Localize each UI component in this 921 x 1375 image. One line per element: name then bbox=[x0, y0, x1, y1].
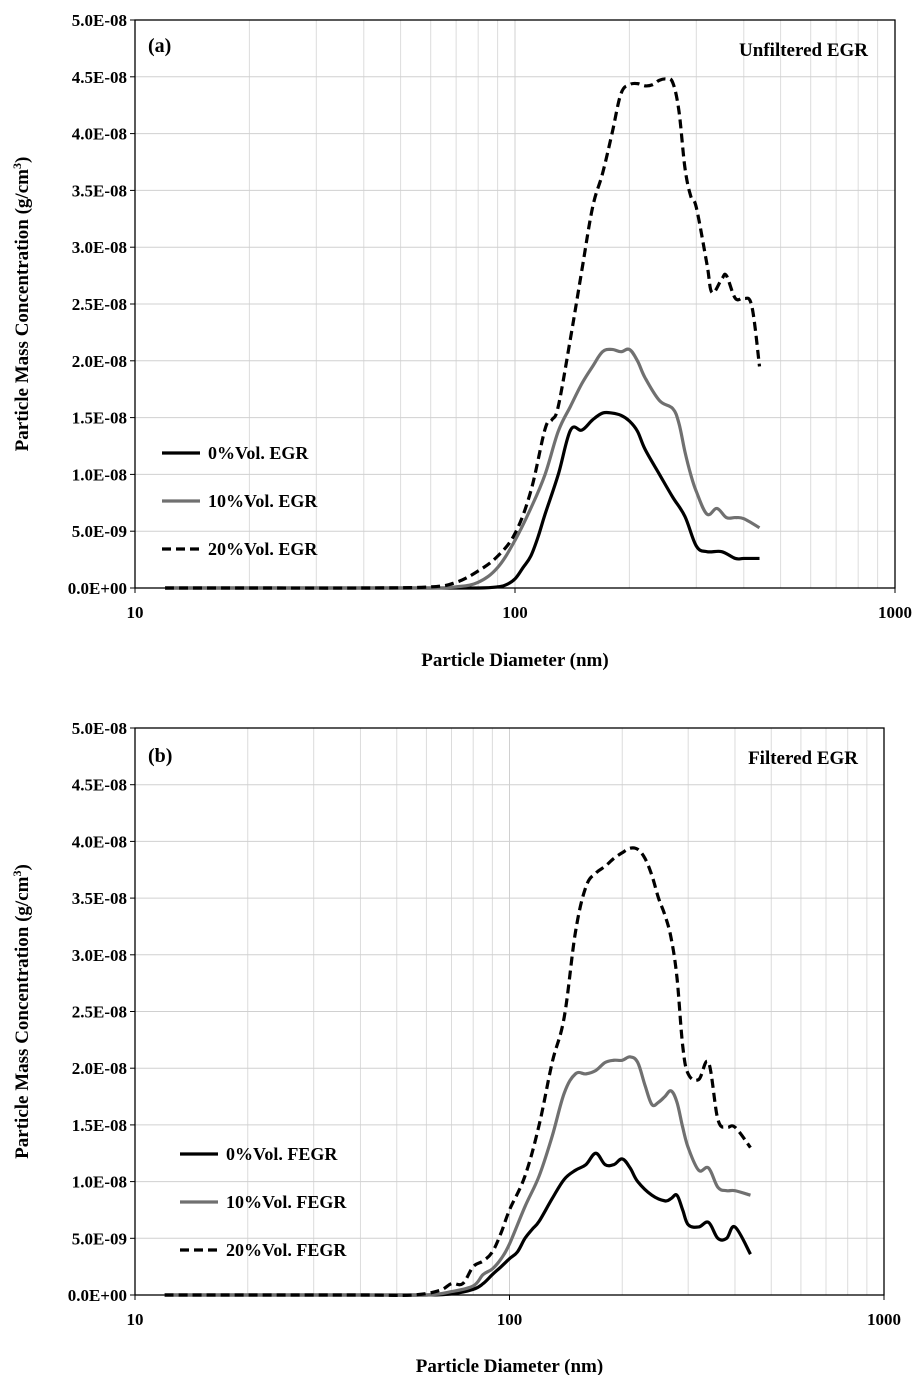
x-tick-label: 10 bbox=[127, 1310, 144, 1329]
series-lines bbox=[165, 77, 762, 590]
legend-label: 0%Vol. FEGR bbox=[226, 1144, 338, 1164]
y-ticks: 0.0E+00 5.0E-09 1.0E-08 1.5E-08 2.0E-08 2.5E-… bbox=[68, 11, 135, 598]
x-axis-title: Particle Diameter (nm) bbox=[421, 650, 608, 671]
y-tick-label: 5.0E-09 bbox=[72, 522, 127, 541]
panel-b: 0.0E+00 5.0E-09 1.0E-08 1.5E-08 2.0E-08 2.5E-… bbox=[10, 719, 901, 1375]
series-line-1 bbox=[164, 1055, 751, 1297]
legend-label: 0%Vol. EGR bbox=[208, 443, 309, 463]
y-tick-label: 5.0E-09 bbox=[72, 1229, 127, 1248]
y-axis-title-superscript: 3 bbox=[10, 163, 24, 169]
x-tick-label: 10 bbox=[127, 603, 144, 622]
y-axis-title: Particle Mass Concentration (g/cm3) bbox=[10, 864, 33, 1159]
y-axis-title-main: Particle Mass Concentration (g/cm bbox=[12, 876, 33, 1158]
y-tick-label: 3.5E-08 bbox=[72, 889, 127, 908]
y-tick-label: 4.0E-08 bbox=[72, 832, 127, 851]
y-tick-label: 3.0E-08 bbox=[72, 238, 127, 257]
x-tick-label: 100 bbox=[502, 603, 528, 622]
series-lines bbox=[164, 846, 752, 1297]
panel-annotation: Filtered EGR bbox=[748, 748, 858, 769]
y-axis-title-close: ) bbox=[12, 864, 33, 870]
series-line-0 bbox=[164, 1151, 752, 1297]
y-tick-label: 3.0E-08 bbox=[72, 946, 127, 965]
y-tick-label: 5.0E-08 bbox=[72, 719, 127, 738]
y-tick-label: 4.0E-08 bbox=[72, 125, 127, 144]
legend-label: 10%Vol. EGR bbox=[208, 491, 318, 511]
panel-label: (a) bbox=[148, 35, 171, 57]
panel-annotation: Unfiltered EGR bbox=[739, 40, 868, 61]
y-tick-label: 1.5E-08 bbox=[72, 1116, 127, 1135]
legend-label: 10%Vol. FEGR bbox=[226, 1192, 347, 1212]
y-tick-label: 2.0E-08 bbox=[72, 352, 127, 371]
legend: 0%Vol. FEGR 10%Vol. FEGR 20%Vol. FEGR bbox=[180, 1144, 347, 1260]
x-tick-label: 1000 bbox=[867, 1310, 901, 1329]
y-ticks: 0.0E+00 5.0E-09 1.0E-08 1.5E-08 2.0E-08 2.5E-… bbox=[68, 719, 135, 1305]
x-tick-label: 100 bbox=[497, 1310, 523, 1329]
legend-label: 20%Vol. FEGR bbox=[226, 1240, 347, 1260]
y-tick-label: 2.5E-08 bbox=[72, 295, 127, 314]
series-line-2 bbox=[164, 846, 752, 1297]
y-tick-label: 1.0E-08 bbox=[72, 1173, 127, 1192]
x-ticks: 10 100 1000 bbox=[127, 1295, 901, 1329]
y-tick-label: 2.5E-08 bbox=[72, 1003, 127, 1022]
legend-label: 20%Vol. EGR bbox=[208, 539, 318, 559]
x-axis-title: Particle Diameter (nm) bbox=[416, 1356, 603, 1375]
y-tick-label: 2.0E-08 bbox=[72, 1059, 127, 1078]
series-line-2 bbox=[165, 77, 762, 590]
legend: 0%Vol. EGR 10%Vol. EGR 20%Vol. EGR bbox=[162, 443, 318, 559]
x-ticks: 10 100 1000 bbox=[127, 588, 912, 622]
panel-label: (b) bbox=[148, 745, 172, 767]
y-tick-label: 4.5E-08 bbox=[72, 68, 127, 87]
y-tick-label: 4.5E-08 bbox=[72, 776, 127, 795]
y-axis-title: Particle Mass Concentration (g/cm3) bbox=[10, 157, 33, 452]
panel-a: 0.0E+00 5.0E-09 1.0E-08 1.5E-08 2.0E-08 2.5E-… bbox=[10, 11, 912, 671]
series-line-0 bbox=[165, 410, 760, 590]
x-tick-label: 1000 bbox=[878, 603, 912, 622]
y-axis-title-close: ) bbox=[12, 157, 33, 163]
grid bbox=[135, 728, 884, 1295]
y-tick-label: 0.0E+00 bbox=[68, 579, 127, 598]
y-tick-label: 1.0E-08 bbox=[72, 465, 127, 484]
y-tick-label: 3.5E-08 bbox=[72, 181, 127, 200]
y-axis-title-main: Particle Mass Concentration (g/cm bbox=[12, 169, 33, 451]
y-axis-title-superscript: 3 bbox=[10, 871, 24, 877]
series-line-1 bbox=[165, 347, 761, 590]
y-tick-label: 5.0E-08 bbox=[72, 11, 127, 30]
y-tick-label: 0.0E+00 bbox=[68, 1286, 127, 1305]
y-tick-label: 1.5E-08 bbox=[72, 409, 127, 428]
